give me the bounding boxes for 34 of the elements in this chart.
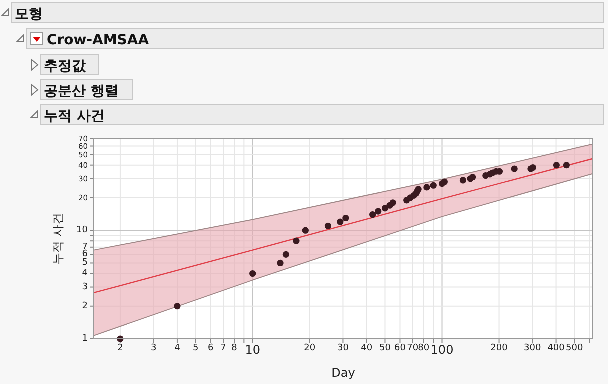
y-tick-label: 10: [76, 226, 88, 236]
y-tick-label: 2: [82, 301, 88, 312]
x-tick-label: 40: [361, 344, 373, 354]
x-tick-label: 3: [150, 344, 157, 354]
x-tick-label: 10: [245, 342, 260, 357]
x-tick-label: 20: [304, 344, 316, 354]
x-tick-label: 500: [566, 344, 584, 354]
x-tick-label: 2: [118, 344, 124, 354]
x-axis-title: Day: [332, 366, 356, 380]
x-tick-label: 60: [394, 344, 406, 354]
x-tick-label: 80: [418, 344, 430, 354]
text: 모형: [15, 6, 43, 22]
y-tick-label: 1: [82, 334, 88, 344]
y-tick-label: 4: [82, 268, 88, 279]
y-axis-title: 누적 사건: [51, 213, 65, 265]
x-tick-label: 200: [490, 344, 508, 354]
text: 추정값: [44, 58, 87, 74]
x-tick-label: 300: [524, 344, 542, 354]
chart-title: 누적 사건: [44, 108, 105, 124]
x-tick-label: 30: [337, 344, 350, 354]
text: 공분산 행렬: [44, 84, 119, 100]
text: Crow-AMSAA: [47, 32, 150, 48]
x-tick-label: 6: [208, 344, 214, 354]
x-tick-label: 5: [192, 344, 199, 354]
x-tick-label: 50: [380, 344, 392, 354]
y-tick-label: 6: [82, 250, 88, 260]
x-tick-label: 7: [220, 344, 226, 354]
y-tick-label: 5: [82, 258, 88, 268]
x-tick-label: 8: [232, 344, 238, 354]
x-tick-label: 400: [548, 344, 566, 354]
x-tick-label: 4: [174, 344, 181, 354]
y-tick-label: 3: [82, 282, 88, 292]
x-tick-label: 70: [407, 344, 419, 354]
x-tick-label: 100: [430, 342, 454, 357]
